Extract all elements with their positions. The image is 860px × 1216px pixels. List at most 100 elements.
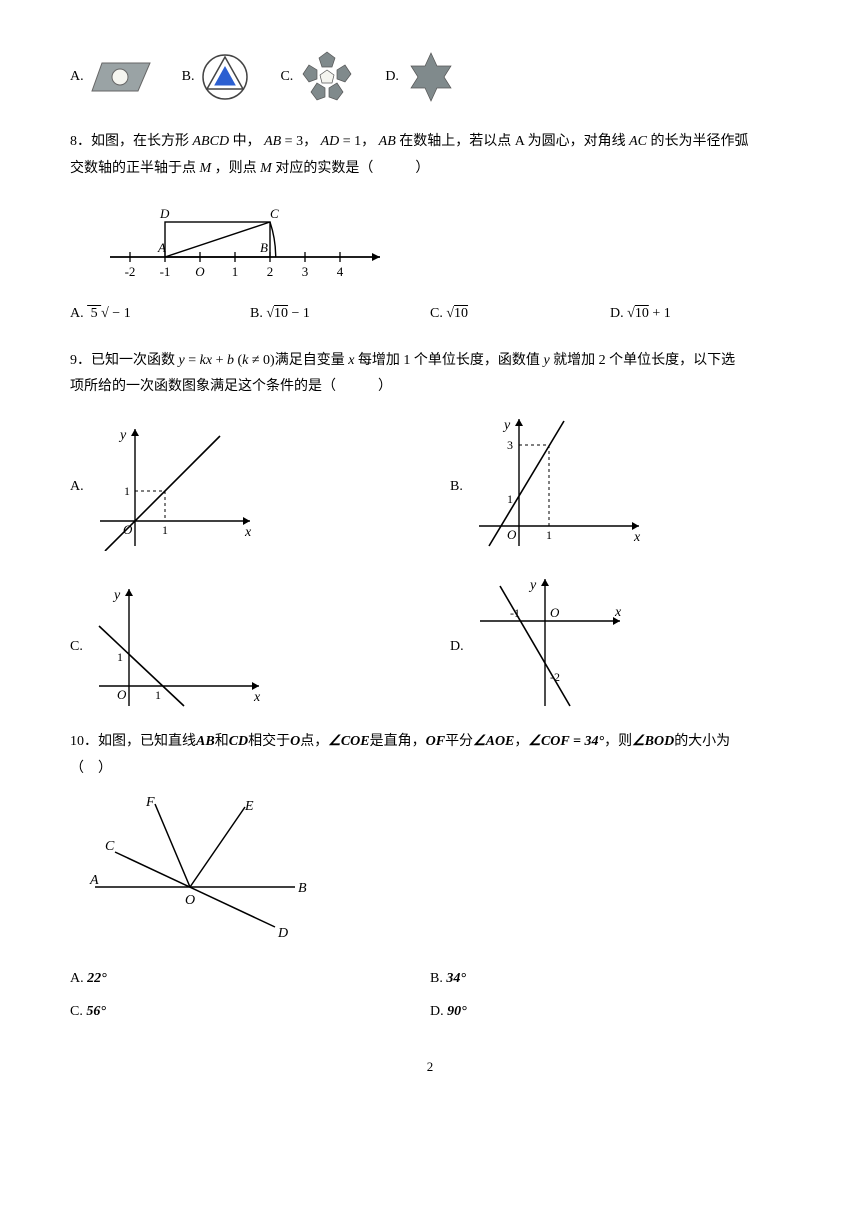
q8-c2: ， bbox=[361, 134, 375, 149]
svg-text:O: O bbox=[195, 264, 205, 279]
svg-text:D: D bbox=[277, 926, 288, 941]
svg-text:x: x bbox=[633, 530, 641, 545]
q10-t2: 和 bbox=[215, 734, 229, 749]
q10-opt-b: B. 34° bbox=[430, 966, 790, 993]
q10-t8: 的大小为 bbox=[674, 734, 730, 749]
page-number: 2 bbox=[70, 1055, 790, 1080]
q7-label-d: D. bbox=[385, 64, 399, 91]
q8-t2: 中， bbox=[233, 134, 261, 149]
svg-text:4: 4 bbox=[337, 264, 344, 279]
q8-t4: 的长为半径作弧 bbox=[651, 134, 749, 149]
q7-options: A. B. C. D. bbox=[70, 50, 790, 104]
q9-cell-c: C. y x O 1 1 bbox=[70, 571, 410, 711]
q9-cell-d: D. y x O -1 -2 bbox=[450, 571, 790, 711]
q10-options: A. 22° B. 34° C. 56° D. 90° bbox=[70, 966, 790, 1025]
svg-text:y: y bbox=[118, 428, 127, 443]
q10-cd: CD bbox=[229, 734, 248, 749]
q8-t6: ，则点 bbox=[215, 161, 257, 176]
q7-option-b: B. bbox=[182, 53, 251, 101]
q8-num: 8． bbox=[70, 134, 91, 149]
q10-angles-figure: F E C A O B D bbox=[80, 792, 320, 952]
q8-abcd: ABCD bbox=[193, 134, 230, 149]
q8-number-line-figure: -2 -1 O 1 2 3 4 D C A B bbox=[100, 192, 400, 287]
q9-lab-b: B. bbox=[450, 474, 463, 551]
q10-t5: 是直角， bbox=[370, 734, 426, 749]
q10-opt-c: C. 56° bbox=[70, 999, 430, 1026]
svg-text:-1: -1 bbox=[510, 606, 520, 620]
q9-t2: 满足自变量 bbox=[275, 353, 345, 368]
q8-ac: AC bbox=[629, 134, 647, 149]
q9-graph-d: y x O -1 -2 bbox=[470, 571, 630, 711]
svg-text:1: 1 bbox=[155, 688, 161, 702]
q10-num: 10． bbox=[70, 734, 98, 749]
svg-text:O: O bbox=[507, 527, 517, 542]
svg-text:y: y bbox=[502, 418, 511, 433]
q8-text: 8．如图，在长方形 ABCD 中， AB = 3， AD = 1， AB 在数轴… bbox=[70, 129, 790, 182]
q9-lab-c: C. bbox=[70, 634, 83, 711]
q7-option-c: C. bbox=[280, 50, 355, 104]
svg-text:1: 1 bbox=[232, 264, 239, 279]
svg-text:2: 2 bbox=[267, 264, 274, 279]
parallelogram-circle-icon bbox=[90, 57, 152, 97]
star-six-icon bbox=[405, 51, 457, 103]
q9-lab-d: D. bbox=[450, 634, 464, 711]
svg-text:1: 1 bbox=[124, 484, 130, 498]
q7-label-a: A. bbox=[70, 64, 84, 91]
q9-graph-a: y x O 1 1 bbox=[90, 421, 260, 551]
q10-t7: ，则 bbox=[604, 734, 632, 749]
q9-graph-b: y x O 3 1 1 bbox=[469, 411, 649, 551]
svg-text:3: 3 bbox=[302, 264, 309, 279]
q8-opt-c: C. √10 bbox=[430, 301, 610, 328]
svg-text:-2: -2 bbox=[125, 264, 136, 279]
svg-text:F: F bbox=[145, 795, 155, 810]
q8-t5: 交数轴的正半轴于点 bbox=[70, 161, 196, 176]
q10-of: OF bbox=[426, 734, 445, 749]
svg-text:O: O bbox=[185, 893, 195, 908]
svg-text:E: E bbox=[244, 799, 254, 814]
q7-option-a: A. bbox=[70, 57, 152, 97]
q8-opt-a: A. 5 √ − 1 bbox=[70, 301, 250, 328]
q8-t7: 对应的实数是（ ） bbox=[275, 161, 429, 176]
svg-text:1: 1 bbox=[117, 650, 123, 664]
svg-text:1: 1 bbox=[546, 528, 552, 542]
q9-graphs: A. y x O 1 1 B. y x O bbox=[70, 411, 790, 711]
q9-num: 9． bbox=[70, 353, 91, 368]
svg-text:B: B bbox=[260, 240, 268, 255]
q10-figure: F E C A O B D bbox=[80, 792, 790, 952]
q8-c1: ， bbox=[303, 134, 317, 149]
q10-paren: （ ） bbox=[70, 761, 112, 776]
q9-graph-c: y x O 1 1 bbox=[89, 581, 269, 711]
svg-text:-1: -1 bbox=[160, 264, 171, 279]
q9-t3: 每增加 1 个单位长度，函数值 bbox=[358, 353, 540, 368]
svg-text:1: 1 bbox=[162, 523, 168, 537]
q9-t1: 已知一次函数 bbox=[91, 353, 175, 368]
q8-options: A. 5 √ − 1 B. √10 − 1 C. √10 D. √10 + 1 bbox=[70, 301, 790, 328]
q9-x: x bbox=[348, 353, 354, 368]
q10-t3: 相交于 bbox=[248, 734, 290, 749]
q8-figure: -2 -1 O 1 2 3 4 D C A B bbox=[100, 192, 790, 287]
q8-opt-d: D. √10 + 1 bbox=[610, 301, 790, 328]
svg-text:C: C bbox=[105, 839, 115, 854]
q8-t3: 在数轴上，若以点 A 为圆心，对角线 bbox=[399, 134, 625, 149]
q7-label-b: B. bbox=[182, 64, 195, 91]
q10-ab: AB bbox=[196, 734, 215, 749]
svg-text:B: B bbox=[298, 881, 307, 896]
q8-m: M bbox=[200, 161, 212, 176]
svg-text:y: y bbox=[528, 578, 537, 593]
q9-lab-a: A. bbox=[70, 474, 84, 551]
q9-text: 9．已知一次函数 y = kx + b (k ≠ 0)满足自变量 x 每增加 1… bbox=[70, 348, 790, 401]
q9-t5: 项所给的一次函数图象满足这个条件的是（ ） bbox=[70, 379, 392, 394]
svg-text:1: 1 bbox=[507, 492, 513, 506]
svg-text:x: x bbox=[244, 525, 252, 540]
svg-text:A: A bbox=[89, 873, 99, 888]
q10-t4: 点， bbox=[300, 734, 328, 749]
q8-ab: AB bbox=[379, 134, 396, 149]
svg-text:-2: -2 bbox=[550, 670, 560, 684]
q10-text: 10．如图，已知直线AB和CD相交于O点，∠COE是直角，OF平分∠AOE，∠C… bbox=[70, 729, 790, 782]
svg-text:x: x bbox=[253, 690, 261, 705]
svg-text:O: O bbox=[117, 687, 127, 702]
q10-t1: 如图，已知直线 bbox=[98, 734, 196, 749]
svg-text:x: x bbox=[614, 605, 622, 620]
q10-t6: 平分 bbox=[445, 734, 473, 749]
q9-y: y bbox=[543, 353, 549, 368]
